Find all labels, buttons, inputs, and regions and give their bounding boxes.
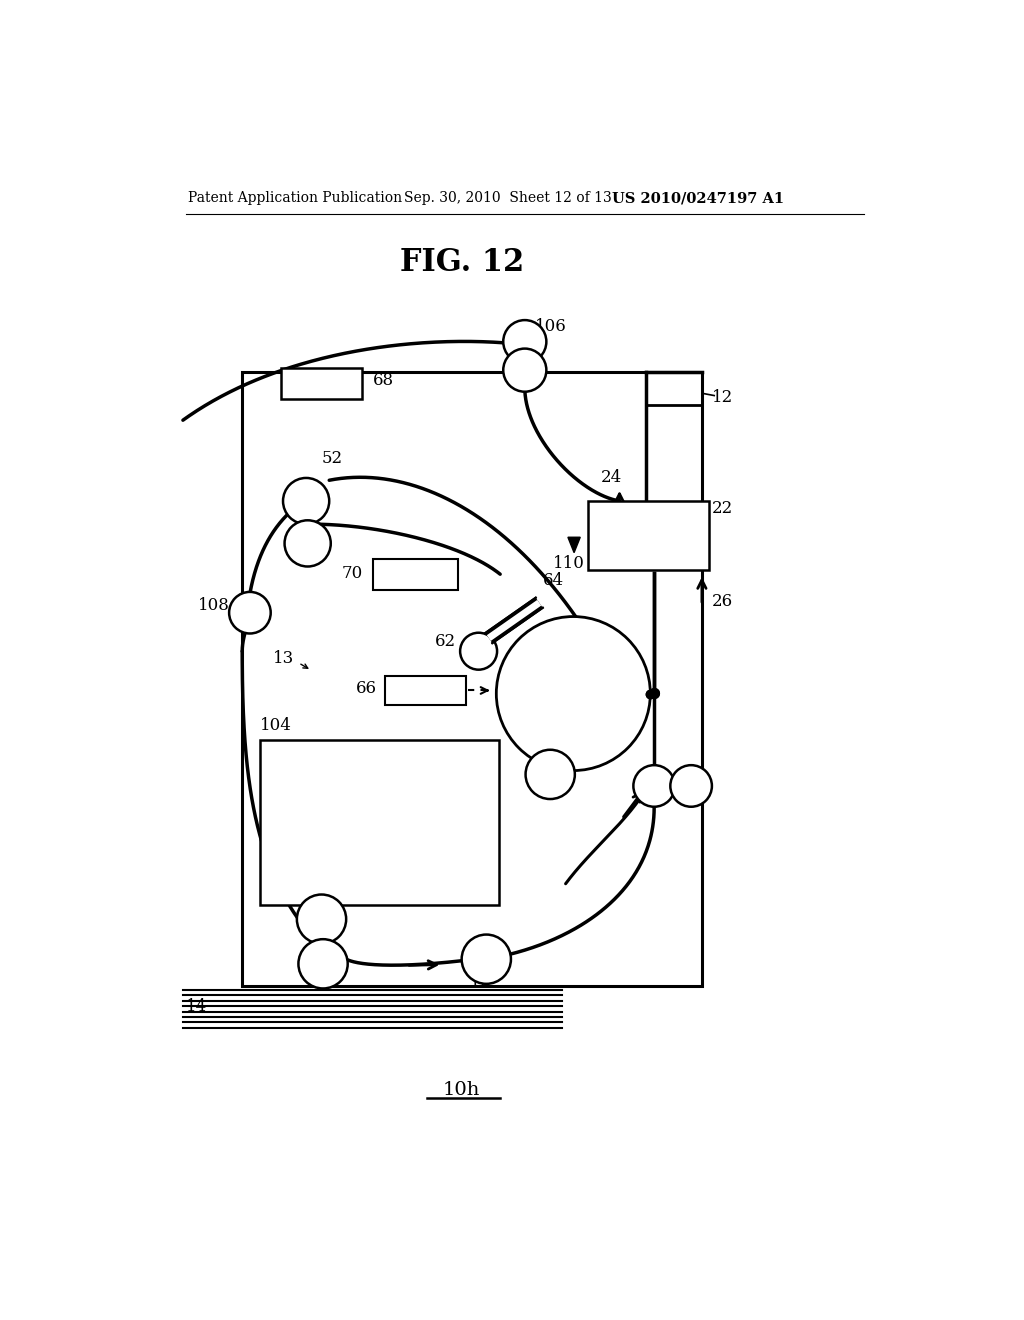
Text: 62: 62 — [434, 634, 456, 651]
Text: Sep. 30, 2010  Sheet 12 of 13: Sep. 30, 2010 Sheet 12 of 13 — [403, 191, 611, 206]
Text: 14: 14 — [186, 998, 207, 1015]
Circle shape — [285, 520, 331, 566]
Text: Patent Application Publication: Patent Application Publication — [188, 191, 402, 206]
Text: 52: 52 — [322, 450, 343, 467]
Circle shape — [641, 503, 706, 568]
Bar — [588, 502, 709, 570]
Text: 68: 68 — [373, 372, 394, 389]
Bar — [260, 739, 499, 906]
Text: 64: 64 — [543, 572, 563, 589]
Circle shape — [503, 321, 547, 363]
Text: 13: 13 — [273, 651, 295, 668]
Bar — [281, 368, 361, 399]
Text: 56: 56 — [311, 970, 332, 987]
Text: 10h: 10h — [443, 1081, 480, 1100]
Text: 16: 16 — [470, 973, 492, 990]
Circle shape — [503, 348, 547, 392]
Circle shape — [297, 895, 346, 944]
Text: 104: 104 — [260, 717, 292, 734]
Text: 110: 110 — [553, 554, 585, 572]
Circle shape — [634, 766, 675, 807]
Bar — [385, 676, 466, 705]
Text: 106: 106 — [535, 318, 566, 335]
Bar — [373, 558, 458, 590]
Circle shape — [460, 632, 497, 669]
Text: 108: 108 — [199, 597, 230, 614]
Circle shape — [497, 616, 650, 771]
Text: 24: 24 — [601, 470, 623, 487]
Bar — [243, 372, 701, 986]
Circle shape — [229, 591, 270, 634]
Circle shape — [591, 503, 655, 568]
Circle shape — [283, 478, 330, 524]
Circle shape — [298, 940, 348, 989]
Text: US 2010/0247197 A1: US 2010/0247197 A1 — [611, 191, 784, 206]
Text: 28: 28 — [685, 772, 707, 789]
Text: 26: 26 — [712, 593, 733, 610]
Text: FIG. 12: FIG. 12 — [399, 247, 524, 277]
Text: T: T — [558, 689, 572, 706]
Circle shape — [671, 766, 712, 807]
Text: 22: 22 — [712, 500, 733, 517]
Text: 70: 70 — [342, 565, 364, 582]
Polygon shape — [568, 537, 581, 553]
Circle shape — [525, 750, 574, 799]
Circle shape — [462, 935, 511, 983]
Text: 12: 12 — [712, 388, 733, 405]
Text: 66: 66 — [356, 681, 377, 697]
